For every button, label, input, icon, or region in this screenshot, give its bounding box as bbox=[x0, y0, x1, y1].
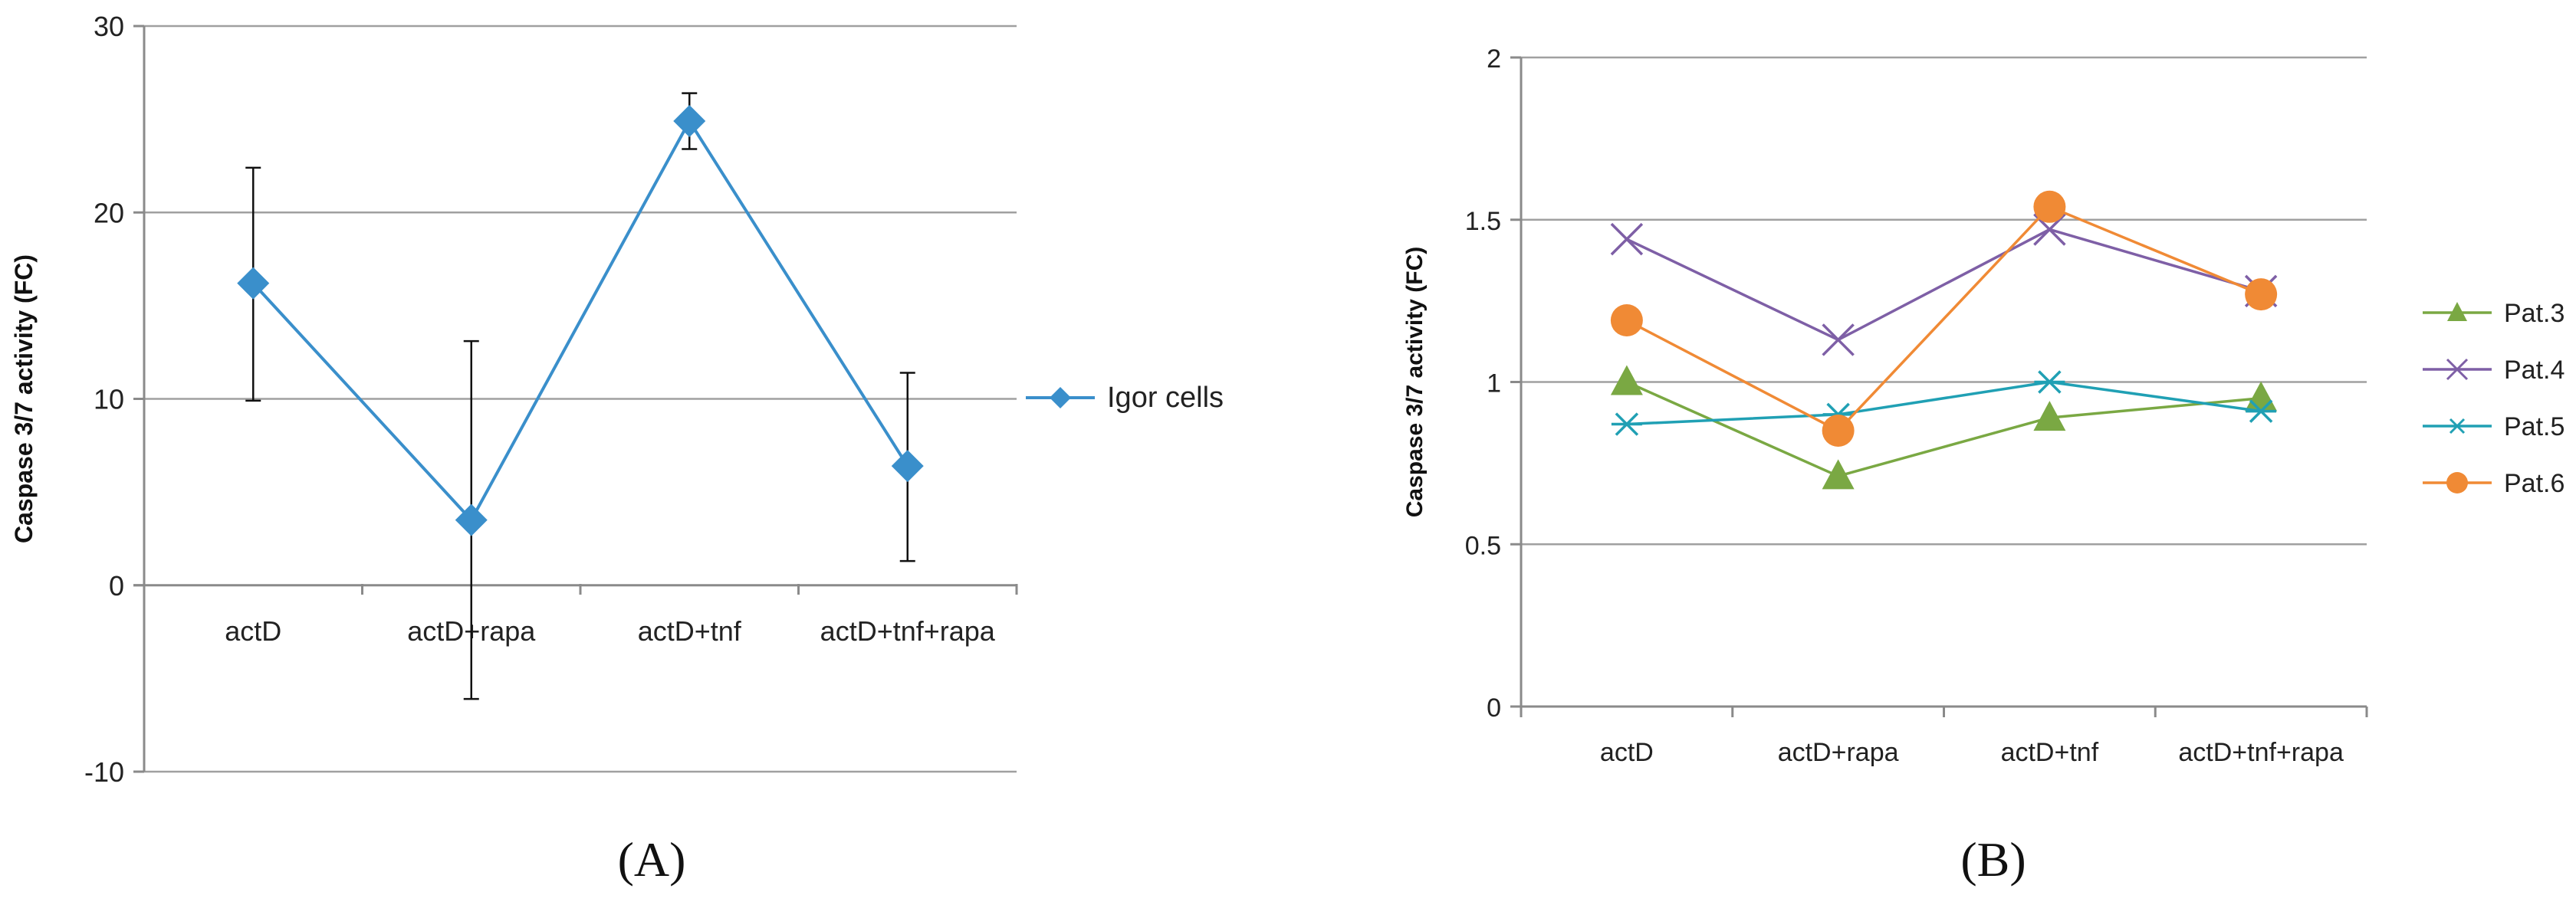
b-legend-label: Pat.3 bbox=[2504, 299, 2564, 328]
b-series-line-pat-3 bbox=[1626, 380, 2262, 478]
a-x-tick-label: actD bbox=[225, 615, 281, 647]
b-data-point-pat-3 bbox=[2245, 381, 2278, 412]
b-y-tick-label: 1 bbox=[1487, 369, 1501, 398]
b-data-point-pat-4 bbox=[1822, 323, 1855, 356]
b-x-tick-label: actD+tnf bbox=[2001, 738, 2099, 767]
b-data-point-pat-3 bbox=[2033, 401, 2066, 431]
b-series-line-pat-4 bbox=[1626, 228, 2262, 342]
a-data-point-igor-cells bbox=[455, 503, 488, 536]
chart-panel-b: 0 0.5 1 1.5 2 actD actD+rapa actD+tnf actD+tnf+r… bbox=[1402, 44, 2564, 887]
a-x-tick-label: actD+tnf bbox=[638, 615, 742, 647]
a-data-point-igor-cells bbox=[673, 105, 706, 138]
b-y-axis-title: Caspase 3/7 activity (FC) bbox=[1402, 247, 1428, 517]
b-y-tick-label: 2 bbox=[1487, 44, 1501, 74]
b-data-point-pat-5 bbox=[2246, 399, 2277, 423]
a-data-point-igor-cells bbox=[891, 450, 924, 483]
b-y-tick-label: 0.5 bbox=[1465, 531, 1501, 560]
b-data-point-pat-6 bbox=[1610, 304, 1643, 337]
b-data-point-pat-6 bbox=[2033, 190, 2066, 223]
b-data-point-pat-6 bbox=[1822, 415, 1855, 448]
a-y-axis-title: Caspase 3/7 activity (FC) bbox=[10, 254, 38, 543]
a-y-tick-label: 20 bbox=[94, 197, 124, 228]
a-y-tick-label: -10 bbox=[84, 756, 124, 788]
b-x-tick-label: actD bbox=[1600, 738, 1654, 767]
a-legend-label: Igor cells bbox=[1107, 382, 1224, 414]
b-legend-label: Pat.6 bbox=[2504, 469, 2564, 498]
a-y-tick-label: 10 bbox=[94, 384, 124, 415]
b-legend-marker bbox=[2447, 418, 2467, 434]
a-y-tick-label: 30 bbox=[94, 11, 124, 42]
b-legend-label: Pat.5 bbox=[2504, 412, 2564, 441]
a-y-tick-label: 0 bbox=[109, 570, 124, 602]
a-panel-label: (A) bbox=[618, 832, 686, 887]
b-series-line-pat-5 bbox=[1626, 380, 2262, 426]
b-y-tick-label: 1.5 bbox=[1465, 207, 1501, 236]
b-data-point-pat-3 bbox=[1822, 459, 1855, 490]
a-x-tick-label: actD+tnf+rapa bbox=[820, 615, 996, 647]
b-data-point-pat-5 bbox=[1611, 412, 1642, 436]
b-legend-marker bbox=[2447, 302, 2467, 321]
b-panel-label: (B) bbox=[1960, 832, 2026, 887]
b-x-tick-label: actD+tnf+rapa bbox=[2178, 738, 2344, 767]
b-data-point-pat-3 bbox=[1610, 365, 1643, 395]
b-data-point-pat-5 bbox=[2034, 370, 2065, 394]
b-legend-label: Pat.4 bbox=[2504, 356, 2564, 385]
b-data-point-pat-6 bbox=[2245, 278, 2278, 311]
b-data-point-pat-4 bbox=[1610, 222, 1644, 256]
a-legend-marker bbox=[1050, 387, 1071, 408]
b-series-line-pat-6 bbox=[1626, 205, 2262, 432]
a-series-line-igor-cells bbox=[251, 120, 909, 522]
b-x-tick-label: actD+rapa bbox=[1778, 738, 1899, 767]
b-legend-marker bbox=[2446, 358, 2469, 381]
b-legend-marker bbox=[2446, 472, 2468, 493]
b-y-tick-label: 0 bbox=[1487, 694, 1501, 723]
a-data-point-igor-cells bbox=[237, 267, 270, 300]
